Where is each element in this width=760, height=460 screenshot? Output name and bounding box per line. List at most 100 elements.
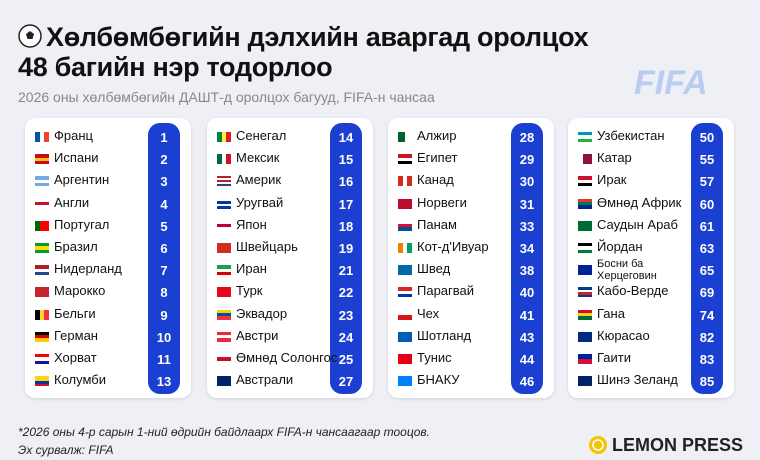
- lemon-icon: [589, 436, 607, 454]
- team-rank: 30: [519, 174, 535, 190]
- team-name: Аргентин: [54, 172, 110, 188]
- team-name: Швед: [417, 261, 451, 277]
- team-rank: 43: [519, 329, 535, 345]
- flag-icon: [35, 309, 50, 320]
- team-rank: 8: [160, 285, 168, 301]
- team-name: Катар: [597, 150, 632, 166]
- team-name: Норвеги: [417, 194, 467, 210]
- flag-icon: [35, 287, 49, 298]
- team-name: Йордан: [597, 239, 643, 254]
- flag-icon: [398, 354, 412, 364]
- brand: LEMON PRESS: [612, 435, 744, 455]
- rank-pill: [330, 123, 362, 394]
- team-name: Шинэ Зеланд: [597, 372, 678, 388]
- rank-pill: [148, 123, 180, 394]
- team-name: Шотланд: [417, 327, 472, 343]
- flag-icon: [35, 220, 50, 231]
- ball-icon: [18, 24, 42, 48]
- flag-icon: [398, 154, 412, 165]
- flag-icon: [35, 354, 49, 364]
- flag-icon: [217, 265, 231, 276]
- team-name: Кот-д'Ивуар: [417, 239, 489, 254]
- flag-icon: [398, 176, 413, 187]
- flag-icon: [398, 132, 412, 142]
- team-rank: 16: [338, 174, 354, 190]
- team-rank: 46: [519, 374, 535, 390]
- flag-icon: [398, 331, 412, 342]
- title: 48 багийн нэр тодорлоо: [18, 52, 333, 82]
- flag-icon: [578, 198, 592, 209]
- flag-icon: [35, 154, 49, 165]
- team-name: Кабо-Верде: [597, 283, 669, 299]
- team-name: Хорват: [54, 350, 97, 365]
- team-name: Панам: [417, 216, 457, 232]
- team-rank: 21: [338, 263, 354, 279]
- team-rank: 24: [338, 329, 354, 345]
- flag-icon: [398, 220, 412, 231]
- flag-icon: [398, 243, 413, 253]
- flag-icon: [217, 154, 232, 165]
- team-rank: 34: [519, 241, 535, 256]
- team-name: Мексик: [236, 150, 280, 166]
- team-rank: 69: [699, 285, 715, 301]
- team-name: Колумби: [54, 372, 106, 388]
- flag-icon: [578, 243, 592, 253]
- team-name: Нидерланд: [54, 261, 122, 277]
- team-name: Тунис: [417, 350, 452, 365]
- team-rank: 65: [699, 263, 715, 279]
- team-name: Египет: [417, 150, 458, 166]
- flag-icon: [398, 376, 412, 387]
- team-rank: 7: [160, 263, 168, 279]
- team-name: Чех: [417, 305, 440, 321]
- team-rank: 2: [160, 152, 168, 168]
- flag-icon: [578, 309, 592, 320]
- footnote: *2026 оны 4-р сарын 1-ний өдрийн байдлаа…: [18, 425, 430, 439]
- team-name: Австрали: [236, 372, 294, 388]
- flag-icon: [398, 287, 412, 298]
- team-rank: 40: [519, 285, 535, 301]
- flag-icon: [578, 132, 592, 142]
- rank-pill: [691, 123, 723, 394]
- team-rank: 31: [519, 196, 535, 212]
- team-name: Франц: [54, 128, 93, 143]
- team-rank: 83: [699, 352, 715, 367]
- flag-icon: [217, 309, 231, 320]
- flag-icon: [217, 331, 231, 342]
- team-rank: 18: [338, 218, 354, 234]
- flag-icon: [578, 265, 592, 276]
- team-rank: 27: [338, 374, 354, 390]
- fifa-logo: FIFA: [634, 64, 708, 102]
- flag-icon: [578, 154, 593, 165]
- team-rank: 6: [160, 241, 168, 256]
- source: Эх сурвалж: FIFA: [18, 443, 114, 457]
- team-name: Парагвай: [417, 283, 475, 299]
- team-name: БНАКУ: [417, 372, 460, 388]
- team-name: Алжир: [417, 128, 457, 143]
- team-rank: 29: [519, 152, 535, 168]
- team-name: Бразил: [54, 239, 98, 254]
- team-name: Гана: [597, 305, 625, 321]
- team-rank: 63: [699, 241, 715, 256]
- team-rank: 28: [519, 130, 535, 145]
- team-rank: 9: [160, 307, 168, 323]
- team-name: Герман: [54, 327, 98, 343]
- flag-icon: [217, 176, 231, 187]
- title: Хөлбөмбөгийн дэлхийн аваргад оролцох: [46, 22, 589, 52]
- flag-icon: [35, 331, 49, 342]
- team-name: Иран: [236, 261, 267, 277]
- team-rank: 57: [699, 174, 715, 190]
- team-name: Швейцарь: [236, 239, 298, 254]
- flag-icon: [217, 287, 231, 298]
- team-rank: 74: [699, 307, 715, 323]
- flag-icon: [35, 376, 49, 387]
- team-rank: 5: [160, 218, 168, 234]
- flag-icon: [35, 243, 49, 253]
- team-rank: 41: [519, 307, 535, 323]
- team-rank: 3: [160, 174, 168, 190]
- team-rank: 85: [699, 374, 715, 390]
- flag-icon: [35, 132, 50, 142]
- team-rank: 14: [338, 130, 354, 145]
- team-name: Испани: [54, 150, 99, 166]
- team-name: Португал: [54, 216, 110, 232]
